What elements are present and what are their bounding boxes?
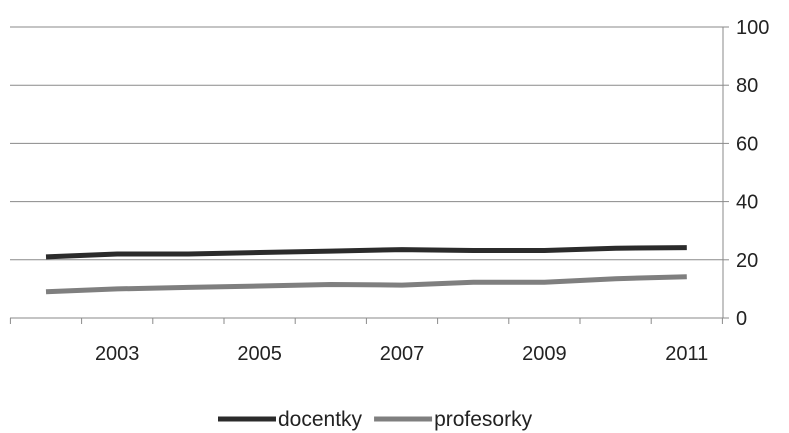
y-tick-label: 100 (736, 17, 769, 39)
axes (10, 27, 724, 319)
x-tick-label: 2005 (237, 343, 282, 365)
legend: docentky profesorky (218, 408, 533, 431)
series-line-docentky (45, 245, 687, 260)
legend-label-docentky: docentky (278, 408, 363, 431)
y-tick-label: 0 (736, 308, 747, 330)
x-tick-label: 2003 (95, 343, 140, 365)
y-tick-label: 40 (736, 192, 758, 214)
y-ticks: 0 20 40 60 80 100 (723, 17, 769, 330)
gridlines (10, 26, 723, 261)
y-tick-label: 20 (736, 250, 758, 272)
legend-label-profesorky: profesorky (434, 408, 533, 431)
series-line-profesorky (45, 274, 687, 295)
x-tick-label: 2007 (380, 343, 425, 365)
x-tick-label: 2011 (665, 343, 708, 365)
x-ticks: 2003 2005 2007 2009 2011 (9, 318, 723, 365)
series-lines (45, 245, 687, 295)
y-tick-label: 60 (736, 133, 758, 155)
y-tick-label: 80 (736, 75, 758, 97)
x-tick-label: 2009 (522, 343, 567, 365)
